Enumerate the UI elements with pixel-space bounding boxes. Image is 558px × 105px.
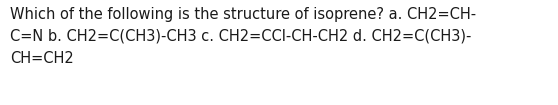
Text: Which of the following is the structure of isoprene? a. CH2=CH-
C=N b. CH2=C(CH3: Which of the following is the structure … (10, 7, 476, 66)
